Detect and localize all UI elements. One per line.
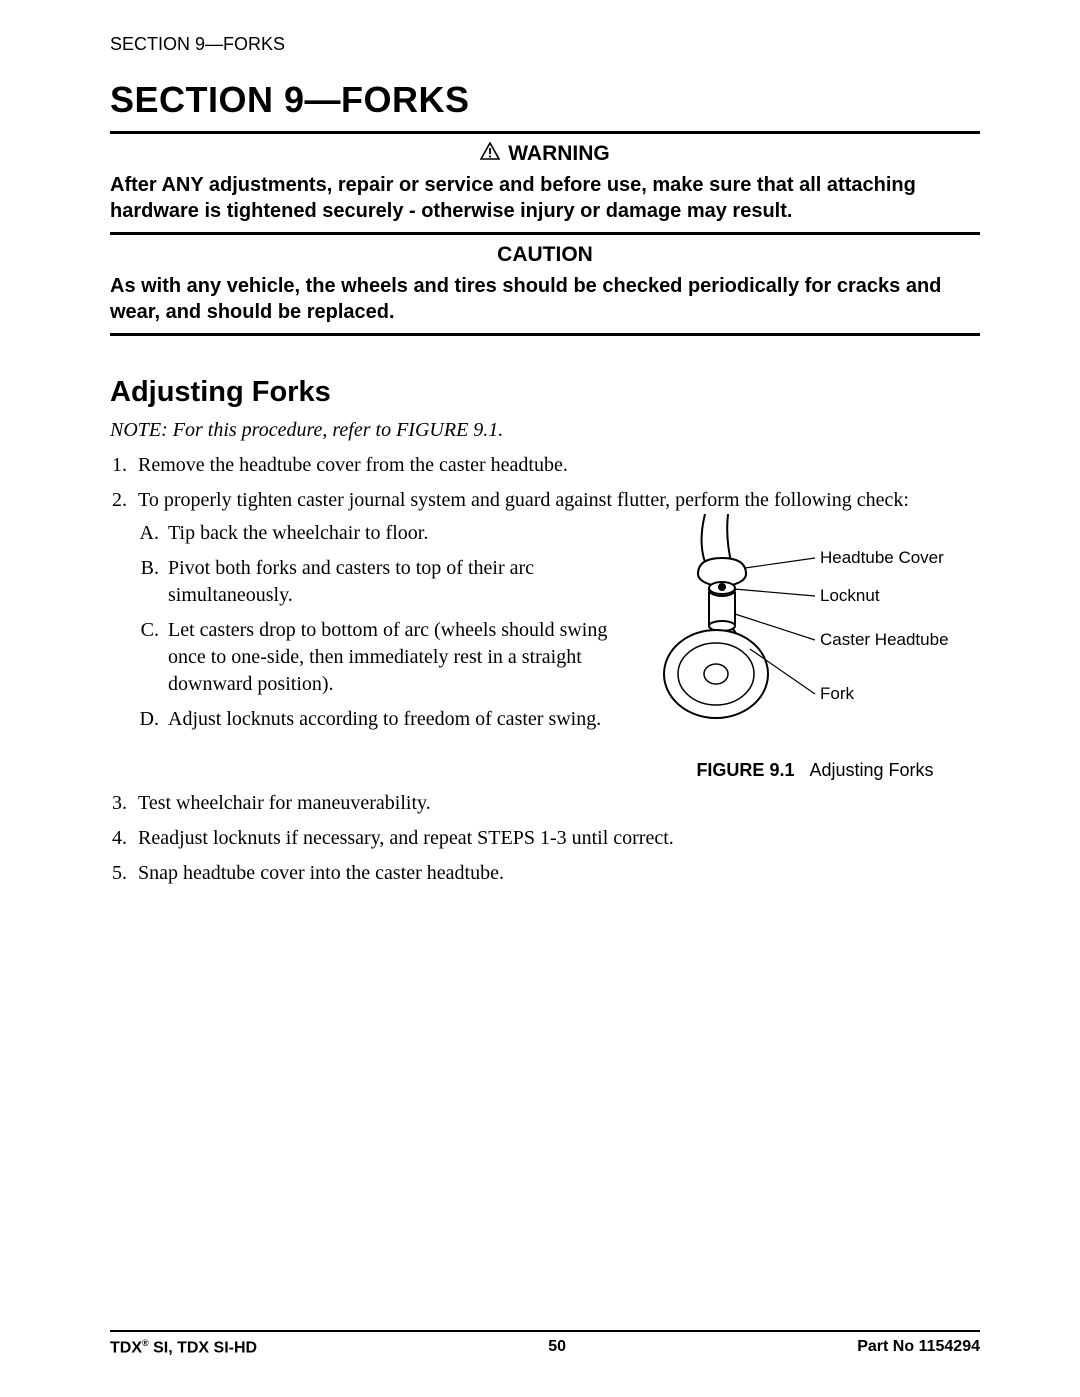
step-2c: Let casters drop to bottom of arc (wheel… bbox=[164, 617, 626, 698]
step-2: To properly tighten caster journal syste… bbox=[132, 487, 980, 782]
footer-part-number: Part No 1154294 bbox=[857, 1338, 980, 1357]
rule-mid-1 bbox=[110, 232, 980, 235]
warning-body: After ANY adjustments, repair or service… bbox=[110, 172, 980, 224]
document-page: SECTION 9—FORKS SECTION 9—FORKS WARNING … bbox=[0, 0, 1080, 1397]
step-2d: Adjust locknuts according to freedom of … bbox=[164, 706, 626, 733]
rule-top bbox=[110, 131, 980, 134]
warning-heading: WARNING bbox=[110, 142, 980, 166]
caution-heading-text: CAUTION bbox=[497, 243, 593, 267]
step-4: Readjust locknuts if necessary, and repe… bbox=[132, 825, 980, 852]
callout-headtube-cover: Headtube Cover bbox=[820, 548, 944, 567]
figure-caption-text: Adjusting Forks bbox=[809, 760, 933, 780]
caution-body: As with any vehicle, the wheels and tire… bbox=[110, 273, 980, 325]
figure-caption: FIGURE 9.1 Adjusting Forks bbox=[650, 758, 980, 782]
callout-caster-headtube: Caster Headtube bbox=[820, 630, 949, 649]
caster-diagram-icon: Headtube Cover Locknut Caster Headtube F… bbox=[650, 514, 980, 744]
substeps-list: Tip back the wheelchair to floor. Pivot … bbox=[138, 520, 626, 733]
page-footer: TDX® SI, TDX SI-HD 50 Part No 1154294 bbox=[110, 1330, 980, 1357]
caution-heading: CAUTION bbox=[110, 243, 980, 267]
footer-reg-mark: ® bbox=[142, 1338, 149, 1348]
warning-triangle-icon bbox=[480, 142, 500, 166]
rule-mid-2 bbox=[110, 333, 980, 336]
footer-left-prefix: TDX bbox=[110, 1339, 142, 1356]
step-2-text: To properly tighten caster journal syste… bbox=[138, 489, 909, 511]
subheading: Adjusting Forks bbox=[110, 376, 980, 409]
footer-left: TDX® SI, TDX SI-HD bbox=[110, 1338, 257, 1357]
footer-left-suffix: SI, TDX SI-HD bbox=[149, 1339, 257, 1356]
callout-fork: Fork bbox=[820, 684, 855, 703]
section-title: SECTION 9—FORKS bbox=[110, 79, 980, 121]
figure-9-1: Headtube Cover Locknut Caster Headtube F… bbox=[650, 514, 980, 782]
warning-heading-text: WARNING bbox=[508, 142, 610, 166]
step-2a: Tip back the wheelchair to floor. bbox=[164, 520, 626, 547]
step-3: Test wheelchair for maneuverability. bbox=[132, 790, 980, 817]
step-1: Remove the headtube cover from the caste… bbox=[132, 452, 980, 479]
note-text: NOTE: For this procedure, refer to FIGUR… bbox=[110, 419, 980, 442]
figure-caption-number: FIGURE 9.1 bbox=[696, 760, 794, 780]
step-2b: Pivot both forks and casters to top of t… bbox=[164, 555, 626, 609]
footer-page-number: 50 bbox=[548, 1338, 566, 1357]
running-head: SECTION 9—FORKS bbox=[110, 34, 980, 55]
callout-locknut: Locknut bbox=[820, 586, 880, 605]
step-5: Snap headtube cover into the caster head… bbox=[132, 860, 980, 887]
footer-rule bbox=[110, 1330, 980, 1332]
procedure-list: Remove the headtube cover from the caste… bbox=[110, 452, 980, 887]
